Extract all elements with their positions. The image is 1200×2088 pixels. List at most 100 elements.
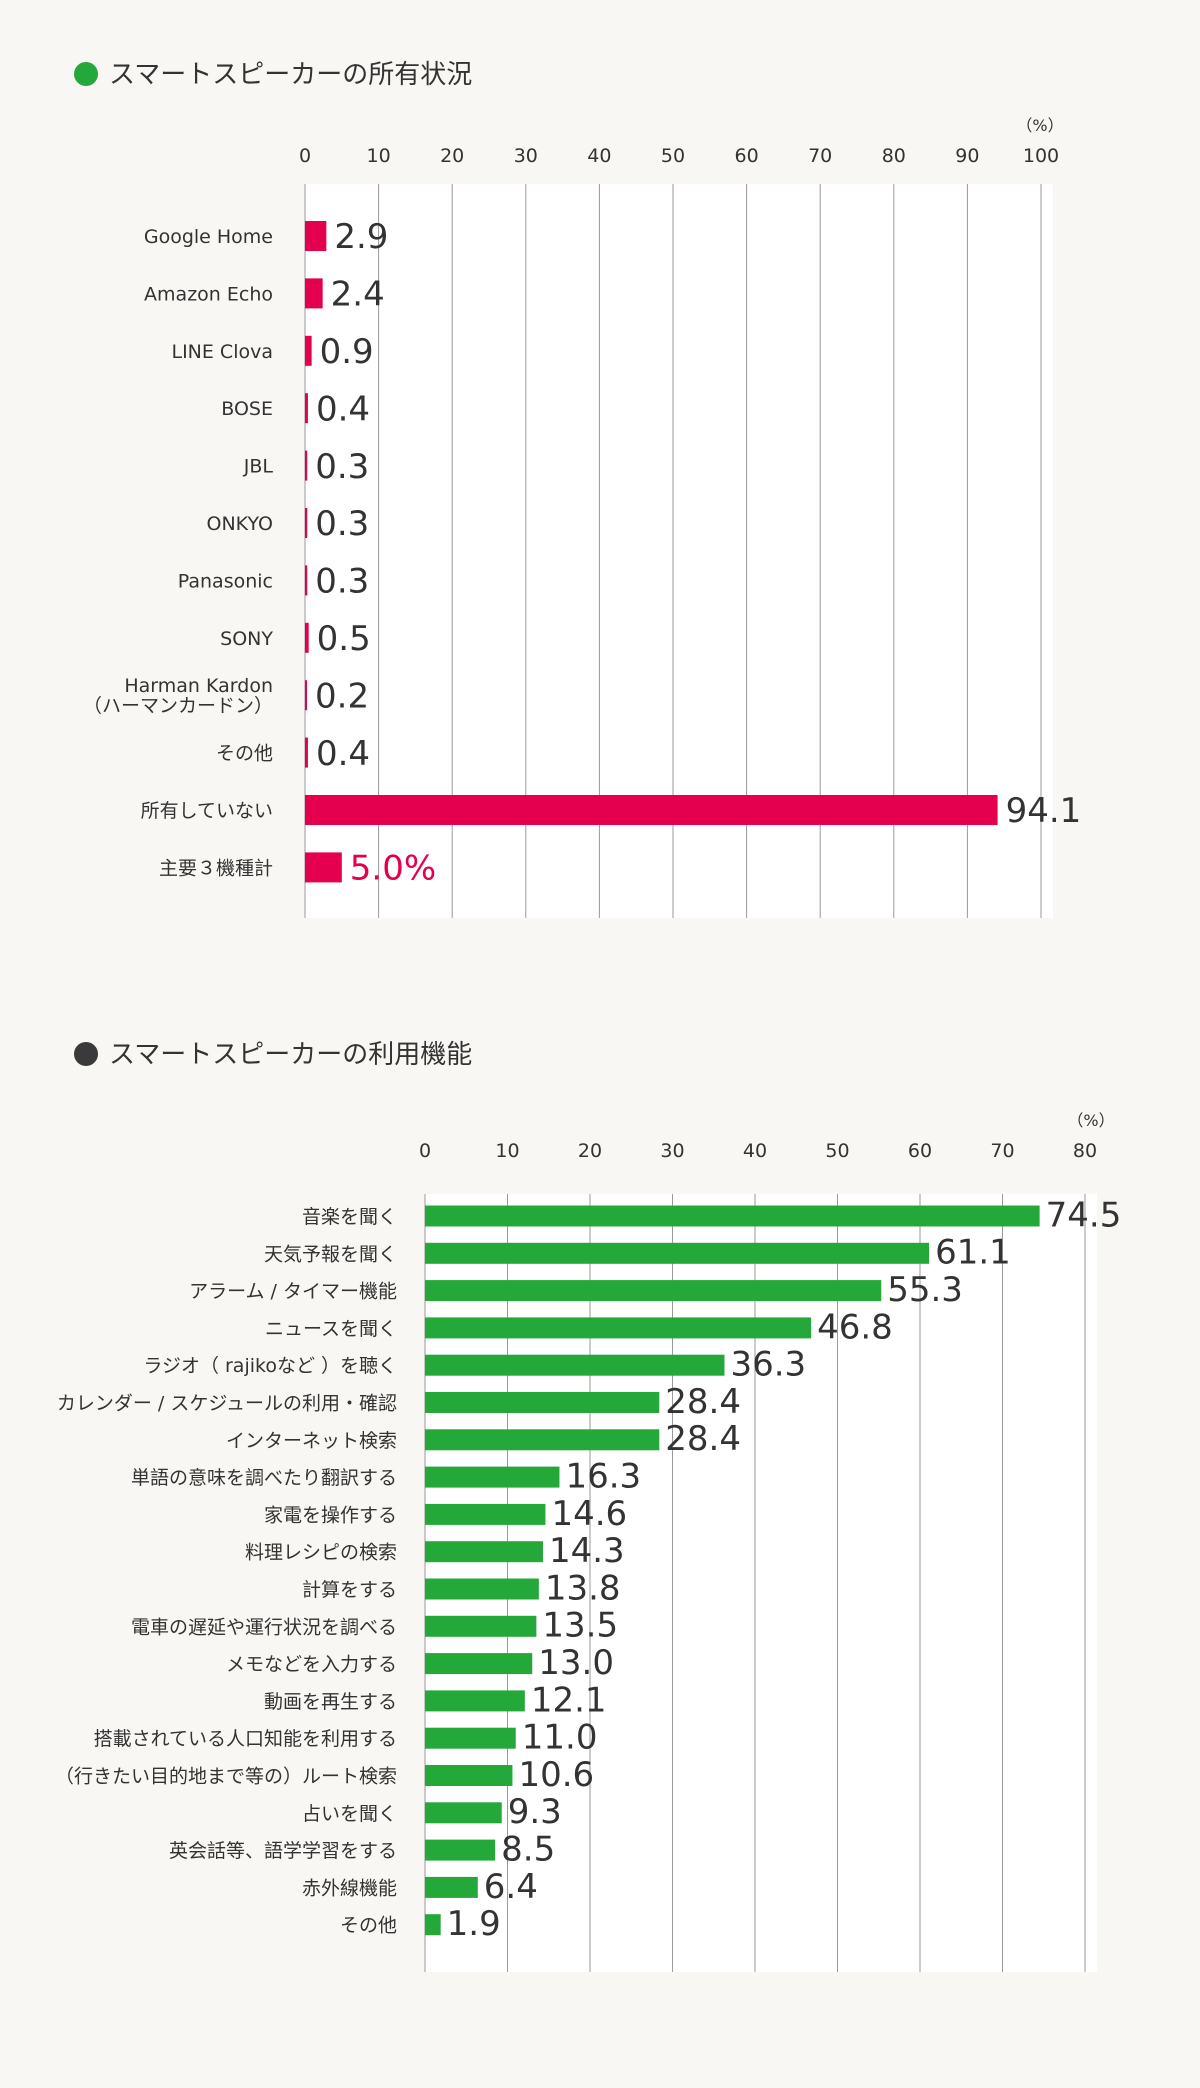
unit-label: （%） bbox=[1067, 1111, 1114, 1130]
value-label: 2.4 bbox=[331, 275, 385, 315]
category-label: 英会話等、語学学習をする bbox=[169, 1840, 397, 1862]
tick-label: 10 bbox=[495, 1140, 519, 1162]
category-label: ニュースを聞く bbox=[265, 1318, 397, 1340]
bar bbox=[305, 393, 308, 424]
value-label: 36.3 bbox=[730, 1345, 806, 1385]
bar bbox=[425, 1802, 502, 1824]
tick-label: 60 bbox=[735, 145, 759, 167]
bar bbox=[305, 508, 308, 538]
tick-label: 60 bbox=[908, 1140, 932, 1162]
category-label: メモなどを入力する bbox=[226, 1654, 397, 1676]
category-label: 主要３機種計 bbox=[159, 857, 273, 879]
bar bbox=[425, 1615, 537, 1637]
category-label: 単語の意味を調べたり翻訳する bbox=[131, 1467, 397, 1489]
bar bbox=[305, 795, 998, 825]
category-label: Google Home bbox=[144, 226, 273, 248]
category-label: Amazon Echo bbox=[144, 283, 273, 305]
category-label: Panasonic bbox=[178, 570, 273, 592]
bar bbox=[305, 221, 327, 251]
category-label: （ハーマンカードン） bbox=[83, 695, 273, 717]
value-label: 0.3 bbox=[315, 562, 369, 602]
value-label: 12.1 bbox=[531, 1680, 607, 1720]
bar bbox=[425, 1280, 882, 1302]
value-label: 0.3 bbox=[315, 504, 369, 544]
value-label: 61.1 bbox=[935, 1233, 1011, 1273]
value-label: 5.0% bbox=[350, 849, 436, 889]
category-label: ONKYO bbox=[207, 513, 273, 535]
bar bbox=[425, 1578, 539, 1600]
value-label: 55.3 bbox=[887, 1270, 963, 1310]
tick-label: 30 bbox=[660, 1140, 684, 1162]
value-label: 0.4 bbox=[316, 389, 370, 429]
tick-label: 70 bbox=[808, 145, 832, 167]
category-label: ラジオ（ rajikoなど ）を聴く bbox=[143, 1355, 397, 1377]
tick-label: 80 bbox=[882, 145, 906, 167]
category-label: その他 bbox=[216, 743, 273, 765]
tick-label: 10 bbox=[367, 145, 391, 167]
tick-label: 80 bbox=[1073, 1140, 1097, 1162]
tick-label: 50 bbox=[661, 145, 685, 167]
tick-label: 0 bbox=[299, 145, 311, 167]
tick-label: 0 bbox=[419, 1140, 431, 1162]
value-label: 2.9 bbox=[334, 217, 388, 257]
category-label: 搭載されている人口知能を利用する bbox=[94, 1728, 397, 1750]
chart-1: スマートスピーカーの所有状況 （%） 0 10 20 30 40 50 60 70 80 90 100 G… bbox=[74, 60, 1081, 918]
value-label: 94.1 bbox=[1006, 791, 1082, 831]
value-label: 13.0 bbox=[538, 1643, 614, 1683]
tick-label: 100 bbox=[1023, 145, 1059, 167]
bar bbox=[425, 1392, 660, 1413]
value-label: 13.5 bbox=[542, 1606, 618, 1646]
bar bbox=[425, 1690, 525, 1712]
tick-label: 30 bbox=[514, 145, 538, 167]
chart-2: スマートスピーカーの利用機能 （%） 0 10 20 30 40 50 60 70 80 音楽を聞く 7… bbox=[55, 1040, 1121, 1972]
value-label: 0.2 bbox=[315, 676, 369, 716]
tick-label: 90 bbox=[955, 145, 979, 167]
bar bbox=[425, 1429, 660, 1451]
bar bbox=[425, 1466, 560, 1488]
bar bbox=[425, 1317, 812, 1339]
bar bbox=[425, 1354, 725, 1376]
value-label: 11.0 bbox=[522, 1718, 598, 1758]
bar bbox=[425, 1242, 930, 1264]
bar bbox=[305, 450, 308, 481]
category-label: JBL bbox=[243, 456, 274, 478]
category-label: 動画を再生する bbox=[264, 1691, 397, 1713]
category-label: 料理レシピの検索 bbox=[245, 1542, 397, 1564]
category-label: 所有していない bbox=[141, 800, 273, 822]
bar bbox=[425, 1765, 513, 1786]
category-label: 家電を操作する bbox=[264, 1504, 397, 1526]
tick-label: 40 bbox=[587, 145, 611, 167]
category-label: Harman Kardon bbox=[124, 675, 273, 697]
value-label: 13.8 bbox=[545, 1568, 621, 1608]
value-label: 16.3 bbox=[565, 1457, 641, 1497]
bar bbox=[425, 1876, 478, 1898]
title-bullet-icon bbox=[74, 1042, 98, 1066]
value-label: 9.3 bbox=[508, 1792, 562, 1832]
bar bbox=[425, 1503, 546, 1525]
value-label: 0.5 bbox=[317, 619, 371, 659]
value-label: 8.5 bbox=[501, 1830, 555, 1870]
bar bbox=[425, 1727, 516, 1749]
category-label: 電車の遅延や運行状況を調べる bbox=[131, 1616, 397, 1638]
value-label: 74.5 bbox=[1046, 1195, 1122, 1235]
bar bbox=[305, 622, 309, 653]
bar bbox=[425, 1653, 533, 1675]
category-label: 占いを聞く bbox=[302, 1803, 397, 1825]
bar bbox=[425, 1541, 543, 1563]
bar bbox=[305, 335, 312, 366]
bar bbox=[425, 1205, 1040, 1227]
category-label: 音楽を聞く bbox=[302, 1206, 397, 1228]
category-label: （行きたい目的地まで等の）ルート検索 bbox=[55, 1766, 397, 1788]
value-label: 10.6 bbox=[518, 1755, 594, 1795]
value-label: 14.3 bbox=[549, 1531, 625, 1571]
category-label: SONY bbox=[220, 628, 273, 650]
bar bbox=[305, 278, 323, 309]
value-label: 28.4 bbox=[665, 1419, 741, 1459]
category-label: LINE Clova bbox=[171, 341, 273, 363]
category-label: 赤外線機能 bbox=[302, 1877, 397, 1899]
bar bbox=[305, 852, 342, 883]
value-label: 0.4 bbox=[316, 734, 370, 774]
category-label: アラーム / タイマー機能 bbox=[189, 1281, 397, 1303]
